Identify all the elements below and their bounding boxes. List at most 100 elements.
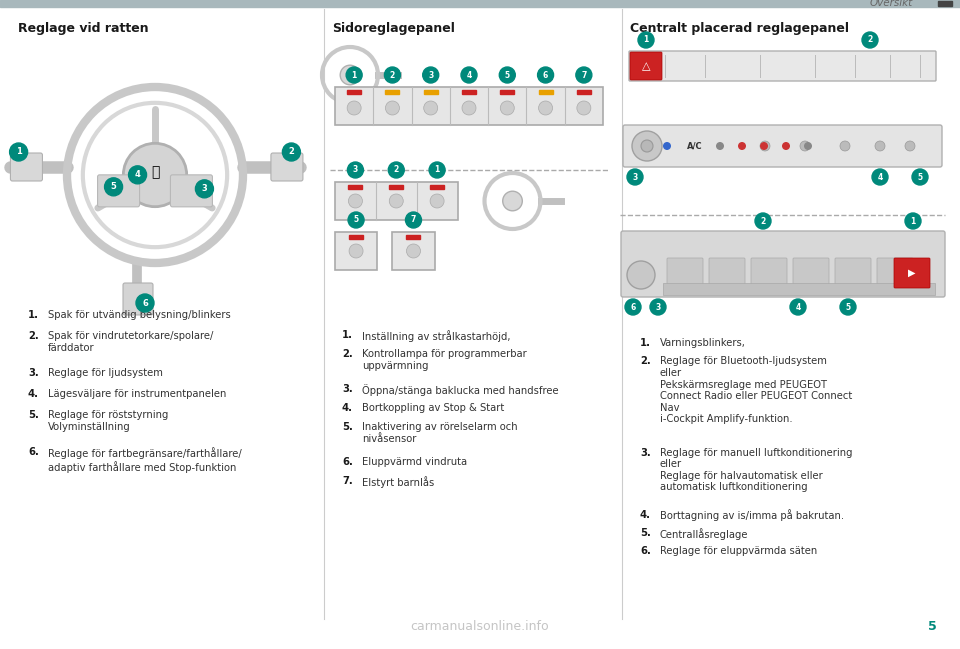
Text: Spak för vindrutetorkare/spolare/
färddator: Spak för vindrutetorkare/spolare/ färdda… <box>48 331 213 352</box>
Text: Reglage för röststyrning
Volyminställning: Reglage för röststyrning Volyminställnin… <box>48 410 168 432</box>
Circle shape <box>129 166 147 184</box>
Bar <box>406 235 420 239</box>
Text: Öppna/stänga baklucka med handsfree: Öppna/stänga baklucka med handsfree <box>362 384 559 396</box>
Text: 1: 1 <box>910 217 916 225</box>
Bar <box>938 1 952 6</box>
Text: 1.: 1. <box>640 338 651 348</box>
Circle shape <box>10 143 28 161</box>
Bar <box>385 90 399 94</box>
Text: 1: 1 <box>435 165 440 175</box>
Text: 3: 3 <box>428 71 433 79</box>
Circle shape <box>782 142 790 150</box>
Text: Centralt placerad reglagepanel: Centralt placerad reglagepanel <box>630 22 849 35</box>
Text: 6.: 6. <box>342 457 353 467</box>
Circle shape <box>905 213 921 229</box>
Bar <box>348 185 363 189</box>
Circle shape <box>790 299 806 315</box>
FancyBboxPatch shape <box>709 258 745 288</box>
Circle shape <box>755 213 771 229</box>
Text: 3: 3 <box>633 173 637 182</box>
Text: Reglage för Bluetooth-ljudsystem
eller
Pekskärmsreglage med PEUGEOT
Connect Radi: Reglage för Bluetooth-ljudsystem eller P… <box>660 356 852 424</box>
Text: 1: 1 <box>15 147 21 156</box>
Text: 1: 1 <box>643 36 649 45</box>
Text: 4: 4 <box>796 302 801 312</box>
Text: Reglage vid ratten: Reglage vid ratten <box>18 22 149 35</box>
Circle shape <box>389 194 403 208</box>
Text: 1.: 1. <box>342 330 353 340</box>
Text: 5.: 5. <box>28 410 38 420</box>
Text: 5: 5 <box>110 182 116 191</box>
Circle shape <box>862 32 878 48</box>
Text: 5: 5 <box>918 173 923 182</box>
Text: 2: 2 <box>868 36 873 45</box>
Bar <box>0 0 960 7</box>
Text: 3.: 3. <box>342 384 352 394</box>
Circle shape <box>576 67 592 83</box>
Circle shape <box>738 142 746 150</box>
Text: Eluppvärmd vindruta: Eluppvärmd vindruta <box>362 457 468 467</box>
Circle shape <box>430 194 444 208</box>
Circle shape <box>405 212 421 228</box>
Circle shape <box>912 169 928 185</box>
Circle shape <box>499 67 516 83</box>
Text: 6: 6 <box>543 71 548 79</box>
Text: 6.: 6. <box>640 546 651 556</box>
Text: Reglage för manuell luftkonditionering
eller
Reglage för halvautomatisk eller
au: Reglage för manuell luftkonditionering e… <box>660 448 852 493</box>
Circle shape <box>632 131 662 161</box>
Text: Elstyrt barnlås: Elstyrt barnlås <box>362 476 434 488</box>
Text: 5: 5 <box>927 620 936 633</box>
Text: Spak för utvändig belysning/blinkers: Spak för utvändig belysning/blinkers <box>48 310 230 320</box>
Circle shape <box>641 140 653 152</box>
Circle shape <box>388 162 404 178</box>
FancyBboxPatch shape <box>11 153 42 181</box>
Text: 5.: 5. <box>342 422 353 432</box>
Text: Borttagning av is/imma på bakrutan.: Borttagning av is/imma på bakrutan. <box>660 509 844 521</box>
Circle shape <box>347 67 362 83</box>
Circle shape <box>406 244 420 258</box>
Text: 7: 7 <box>411 215 417 225</box>
FancyBboxPatch shape <box>793 258 829 288</box>
Text: 3.: 3. <box>28 368 38 378</box>
Text: 5.: 5. <box>640 528 651 538</box>
Circle shape <box>760 142 768 150</box>
Text: 4.: 4. <box>28 389 39 399</box>
Text: 7: 7 <box>581 71 587 79</box>
Text: 6: 6 <box>631 302 636 312</box>
Circle shape <box>800 141 810 151</box>
Text: Inställning av strålkastarhöjd,: Inställning av strålkastarhöjd, <box>362 330 511 342</box>
Text: 6: 6 <box>142 299 148 308</box>
Text: 4.: 4. <box>640 509 651 519</box>
Text: Varningsblinkers,: Varningsblinkers, <box>660 338 746 348</box>
Text: 3: 3 <box>352 165 358 175</box>
FancyBboxPatch shape <box>630 52 662 80</box>
FancyBboxPatch shape <box>835 258 871 288</box>
Text: Kontrollampa för programmerbar
uppvärmning: Kontrollampa för programmerbar uppvärmni… <box>362 349 527 371</box>
Circle shape <box>760 141 770 151</box>
Circle shape <box>349 244 363 258</box>
Text: 3.: 3. <box>640 448 651 458</box>
Circle shape <box>423 101 438 115</box>
FancyBboxPatch shape <box>623 125 942 167</box>
Bar <box>577 90 590 94</box>
Text: Lägesväljare för instrumentpanelen: Lägesväljare för instrumentpanelen <box>48 389 227 399</box>
Circle shape <box>136 294 154 312</box>
FancyBboxPatch shape <box>335 182 458 220</box>
Circle shape <box>627 261 655 289</box>
Text: 3: 3 <box>656 302 660 312</box>
Text: Reglage för eluppvärmda säten: Reglage för eluppvärmda säten <box>660 546 817 556</box>
Circle shape <box>348 162 364 178</box>
Text: 2.: 2. <box>640 356 651 367</box>
Circle shape <box>384 67 400 83</box>
Text: 🦁: 🦁 <box>151 165 159 179</box>
FancyBboxPatch shape <box>393 232 435 270</box>
Text: 2: 2 <box>288 147 295 156</box>
Text: 1.: 1. <box>28 310 39 320</box>
Text: 5: 5 <box>353 215 359 225</box>
FancyBboxPatch shape <box>171 175 212 207</box>
Text: 2: 2 <box>394 165 399 175</box>
Text: 4: 4 <box>877 173 882 182</box>
Bar <box>430 185 444 189</box>
Text: Centrallåsreglage: Centrallåsreglage <box>660 528 749 540</box>
Circle shape <box>716 142 724 150</box>
Circle shape <box>461 67 477 83</box>
